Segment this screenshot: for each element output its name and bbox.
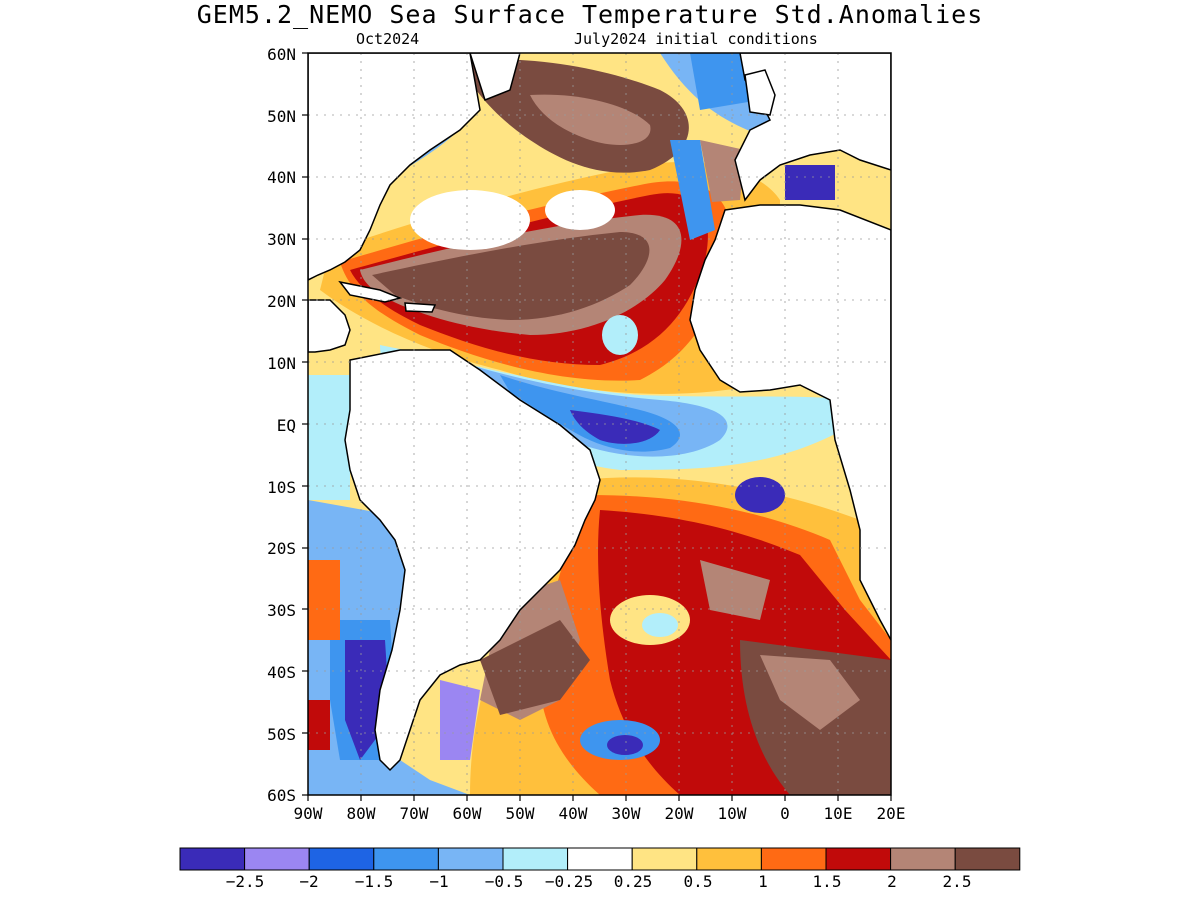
lat-label: 50N <box>267 107 296 126</box>
central-america <box>308 299 351 353</box>
colorbar-swatch <box>373 847 439 871</box>
lat-label: 20S <box>267 539 296 558</box>
colorbar-label: 0.5 <box>683 872 713 891</box>
lat-label: 40N <box>267 168 296 187</box>
colorbar-swatch <box>760 847 827 871</box>
africa <box>689 204 891 641</box>
colorbar-label: 1 <box>758 872 768 891</box>
colorbar-label: −2 <box>299 872 319 891</box>
graticule <box>308 53 891 795</box>
forecast-month: Oct2024 <box>356 30 420 48</box>
lon-label: 50W <box>505 804 535 823</box>
map-title: GEM5.2_NEMO Sea Surface Temperature Std.… <box>196 0 984 29</box>
colorbar-label: 1.5 <box>812 872 842 891</box>
colorbar-swatch <box>502 847 569 871</box>
lon-label: 0 <box>780 804 790 823</box>
colorbar-swatch <box>696 847 762 871</box>
south-atlantic-warm-anomaly <box>470 477 891 795</box>
lat-label: 50S <box>267 725 296 744</box>
equatorial-cold-anomaly <box>308 345 860 500</box>
lat-label: 60N <box>267 45 296 64</box>
lat-label: EQ <box>276 416 296 435</box>
lon-label: 70W <box>399 804 429 823</box>
british-isles <box>744 69 776 116</box>
lon-label: 30W <box>611 804 641 823</box>
lat-label: 30N <box>267 230 296 249</box>
colorbar-label: −1 <box>429 872 449 891</box>
initial-conditions: July2024 initial conditions <box>574 30 818 48</box>
colorbar-label: −1.5 <box>354 872 394 891</box>
land-masses <box>308 53 891 772</box>
lat-label: 10N <box>267 354 296 373</box>
colorbar-swatch <box>890 847 956 871</box>
colorbar-swatch <box>244 847 310 871</box>
colorbar-swatch <box>567 847 633 871</box>
lon-label: 10E <box>823 804 853 823</box>
lon-label: 80W <box>346 804 376 823</box>
colorbar-swatch <box>437 847 504 871</box>
colorbar-label: −2.5 <box>225 872 265 891</box>
colorbar-label: 2 <box>887 872 897 891</box>
colorbar-swatch <box>308 847 375 871</box>
colorbar-swatch <box>179 847 246 871</box>
colorbar-label: 0.25 <box>613 872 653 891</box>
colorbar-swatch <box>631 847 698 871</box>
colorbar-label: −0.5 <box>484 872 524 891</box>
cuba <box>338 280 403 303</box>
lon-label: 20W <box>664 804 694 823</box>
lat-label: 40S <box>267 663 296 682</box>
lon-label: 10W <box>717 804 747 823</box>
lat-label: 30S <box>267 601 296 620</box>
greenland <box>469 53 521 101</box>
north-america <box>308 53 481 281</box>
colorbar-label: −0.25 <box>544 872 594 891</box>
southwest-cold-anomaly <box>308 500 480 795</box>
lon-label: 90W <box>293 804 323 823</box>
lon-label: 20E <box>876 804 906 823</box>
colorbar <box>179 847 1021 871</box>
axis-ticks <box>302 52 892 801</box>
colorbar-swatch <box>825 847 892 871</box>
south-america <box>344 349 601 772</box>
lon-label: 60W <box>452 804 482 823</box>
colorbar-swatch <box>954 847 1021 871</box>
lat-label: 20N <box>267 292 296 311</box>
lon-label: 40W <box>558 804 588 823</box>
hispaniola <box>404 302 437 313</box>
lat-label: 60S <box>267 786 296 805</box>
lat-label: 10S <box>267 478 296 497</box>
colorbar-label: 2.5 <box>942 872 972 891</box>
